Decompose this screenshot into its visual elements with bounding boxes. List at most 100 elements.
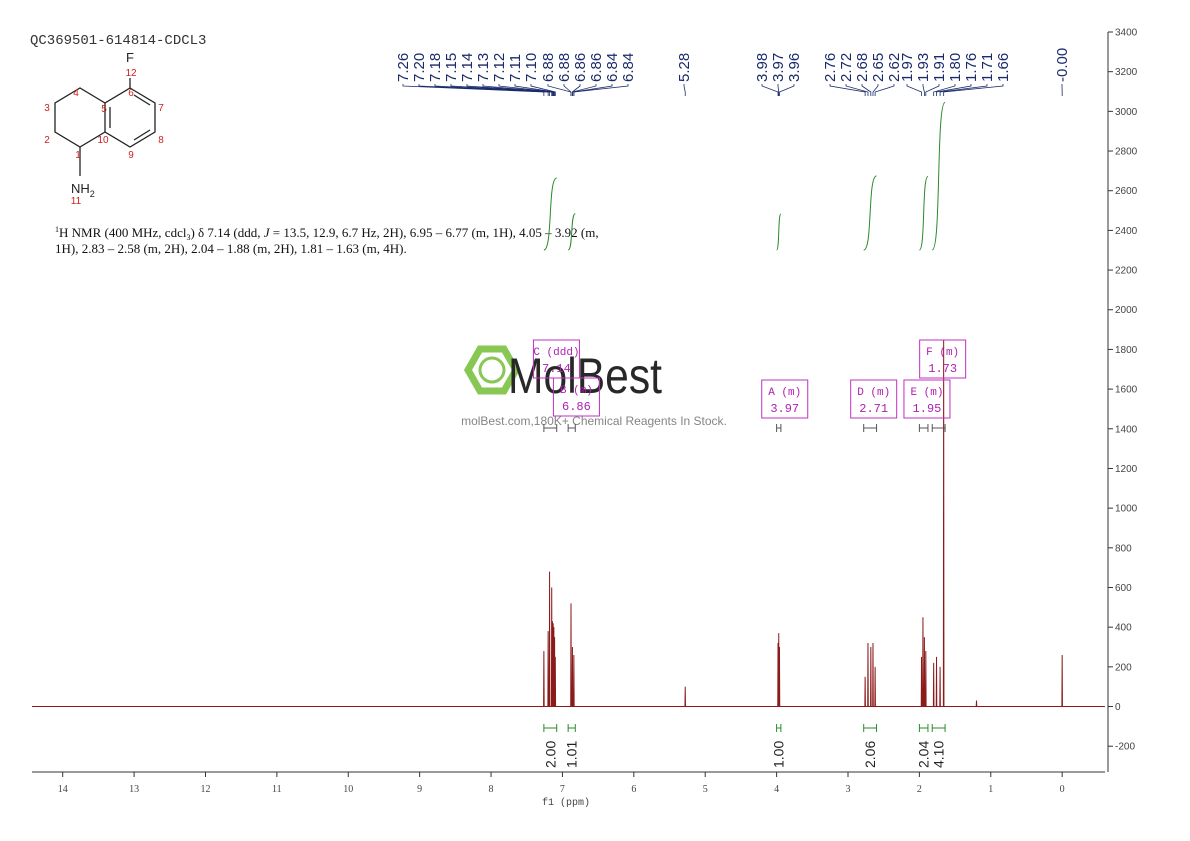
atom-number: 8 [158, 135, 164, 146]
peak-label: 7.20 [411, 53, 428, 82]
x-axis-label: f1 (ppm) [542, 797, 590, 809]
y-tick-label: 1600 [1115, 385, 1138, 396]
peak-label: 1.66 [995, 53, 1012, 82]
peak-label: 1.91 [931, 53, 948, 82]
atom-number: 11 [71, 196, 82, 207]
peak-leader [498, 84, 555, 96]
peak-leader [402, 84, 545, 96]
integral-bracket [931, 724, 946, 732]
multiplet-shift: 2.71 [859, 402, 888, 416]
atom-number: 6 [128, 88, 134, 99]
peak-leader [450, 84, 553, 96]
peak-leader [936, 84, 972, 96]
atom-number: 4 [73, 88, 79, 99]
y-tick-label: 200 [1115, 662, 1132, 673]
multiplet-box [761, 379, 809, 419]
peak-leader [861, 84, 872, 96]
integral-curve [567, 213, 576, 251]
y-tick-label: 3200 [1115, 67, 1138, 78]
chart-title: QC369501-614814-CDCL3 [30, 33, 206, 49]
y-tick-label: 0 [1115, 702, 1121, 713]
peak-label: 6.86 [588, 53, 605, 82]
peak-label: 6.88 [556, 53, 573, 82]
peak-leader [572, 84, 597, 96]
x-tick-label: 6 [631, 784, 636, 795]
peak-leader [418, 84, 549, 96]
y-tick-label: 2400 [1115, 226, 1138, 237]
peak-label: 1.80 [947, 53, 964, 82]
integral-bracket [918, 724, 929, 732]
peak-leader [925, 84, 940, 96]
multiplet-range [567, 424, 576, 432]
peak-label: 6.88 [540, 53, 557, 82]
atom-number: 10 [97, 135, 109, 146]
peak-leader [933, 84, 956, 96]
y-tick-label: -200 [1115, 742, 1135, 753]
integral-curve [931, 101, 946, 251]
multiplet-range [543, 424, 558, 432]
y-tick-label: 1200 [1115, 464, 1138, 475]
peak-label: 2.68 [854, 53, 871, 82]
y-tick-label: 800 [1115, 543, 1132, 554]
integral-label: 2.00 [542, 741, 558, 768]
peak-leader [779, 84, 795, 96]
watermark-icon [478, 356, 506, 384]
atom-numbers: 12 3 4 5 6 7 8 9 10 1 2 11 [44, 68, 164, 207]
multiplet-shift: 6.86 [562, 400, 591, 414]
peak-leader [872, 84, 879, 96]
multiplet-box [850, 379, 898, 419]
spectrum-line [32, 339, 1105, 708]
subscript: 3 [186, 233, 190, 242]
nmr-description: 1H NMR (400 MHz, cdcl3) δ 7.14 (ddd, J =… [55, 225, 599, 242]
peak-label: 1.97 [899, 53, 916, 82]
x-tick-label: 4 [774, 784, 779, 795]
molecule [54, 78, 156, 176]
x-tick-label: 10 [343, 784, 353, 795]
watermark-tagline: molBest.com,180K+ Chemical Reagents In S… [461, 414, 727, 428]
peak-leader [530, 84, 556, 96]
double-bond [133, 129, 151, 141]
y-tick-label: 3000 [1115, 107, 1138, 118]
multiplet-box [903, 379, 951, 419]
multiplet-shift: 7.14 [542, 362, 571, 376]
peak-leader [761, 84, 779, 96]
integral-curve [918, 176, 929, 251]
x-tick-label: 7 [560, 784, 565, 795]
text: H NMR (400 MHz, cdcl [59, 225, 187, 240]
peak-label: -0.00 [1054, 48, 1071, 82]
x-tick-label: 2 [917, 784, 922, 795]
peak-label: 3.97 [770, 53, 787, 82]
peak-leader [906, 84, 922, 96]
atom-number: 3 [44, 103, 50, 114]
y-tick-label: 1400 [1115, 424, 1138, 435]
atom-number: 2 [44, 135, 50, 146]
peak-label: 6.86 [572, 53, 589, 82]
x-tick-label: 9 [417, 784, 422, 795]
multiplet-shift: 1.73 [928, 362, 957, 376]
atom-number: 1 [75, 150, 81, 161]
multiplet-range [931, 424, 946, 432]
peak-label: 3.98 [754, 53, 771, 82]
multiplet-box [552, 377, 600, 417]
atom-number: 9 [128, 150, 134, 161]
peak-label: 2.62 [886, 53, 903, 82]
y-tick-label: 400 [1115, 623, 1132, 634]
peak-leader [466, 84, 553, 96]
peak-label: 7.10 [523, 53, 540, 82]
peak-label: 2.76 [822, 53, 839, 82]
multiplet-label: C (ddd) [533, 347, 579, 359]
peak-label: 6.84 [604, 53, 621, 82]
peak-leader [939, 84, 988, 96]
peak-label: 3.96 [786, 53, 803, 82]
multiplet-label: B (m) [560, 385, 593, 397]
integral-label: 4.10 [931, 741, 947, 768]
multiplet-shift: 3.97 [770, 402, 799, 416]
peak-label: 7.11 [507, 54, 524, 82]
atom-symbol: NH2 [71, 181, 95, 199]
peak-label: 7.26 [395, 53, 412, 82]
peak-leader [943, 84, 1004, 96]
integral-bracket [543, 724, 558, 732]
peak-leader [874, 84, 895, 96]
peak-label: 1.93 [915, 53, 932, 82]
